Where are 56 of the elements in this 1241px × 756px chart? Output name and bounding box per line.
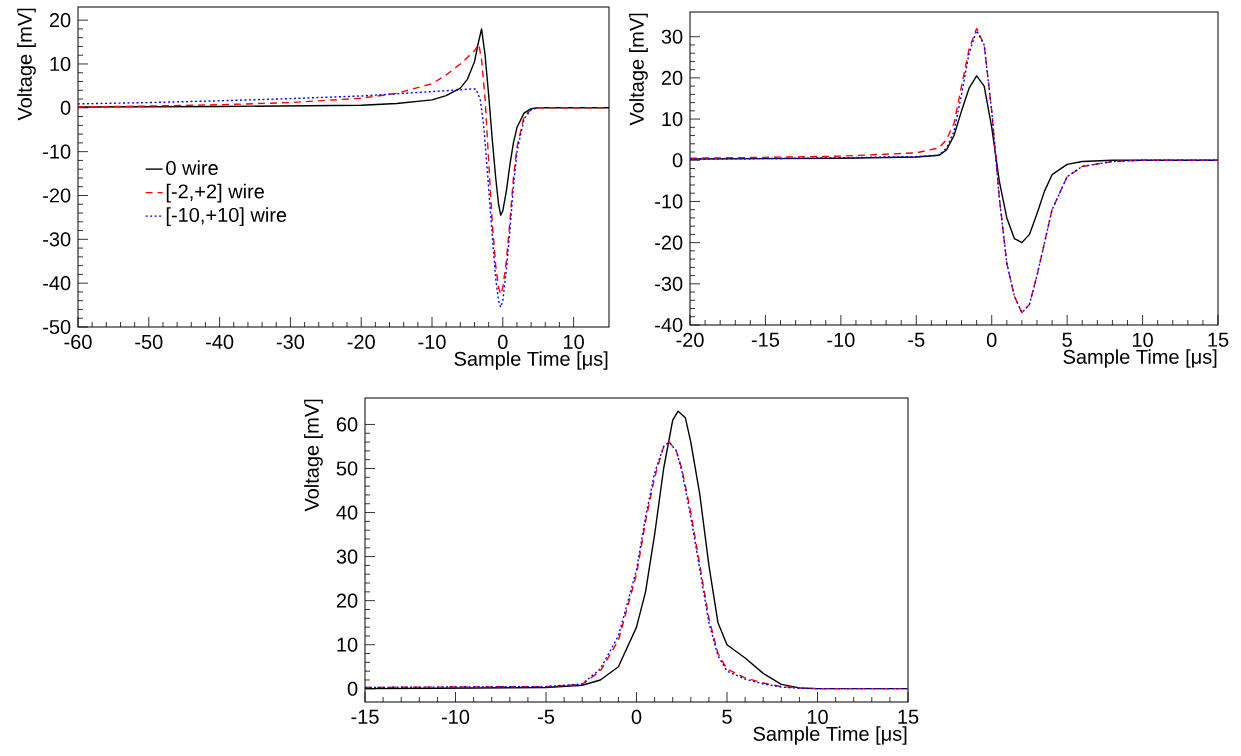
y-tick-label: 0: [347, 681, 358, 696]
y-tick-label: -40: [43, 276, 71, 291]
x-tick-label: -15: [751, 332, 780, 347]
y-axis-title: Voltage [mV]: [629, 13, 648, 126]
x-tick-label: 10: [564, 334, 584, 350]
y-tick-label: -20: [655, 235, 683, 250]
legend-label: 0 wire: [166, 160, 218, 176]
y-tick-label: 30: [661, 29, 683, 44]
y-tick-label: 60: [336, 417, 358, 432]
x-tick-label: -20: [347, 334, 375, 350]
y-axis-title: Voltage [mV]: [304, 399, 323, 512]
x-tick-label: -30: [276, 334, 305, 350]
y-tick-label: -50: [43, 319, 71, 335]
y-tick-label: 0: [672, 153, 683, 168]
x-tick-label: 15: [1208, 332, 1229, 347]
x-tick-label: 0: [498, 334, 508, 350]
x-tick-label: -50: [135, 334, 163, 350]
line-series: [78, 88, 539, 308]
y-tick-label: 10: [50, 56, 71, 72]
x-tick-label: -15: [351, 709, 379, 724]
y-tick-label: -30: [43, 232, 71, 247]
y-tick-label: 10: [662, 112, 683, 127]
y-tick-label: 20: [661, 70, 683, 85]
x-axis-title: Sample Time [μs]: [454, 351, 608, 370]
y-tick-label: 30: [336, 549, 358, 564]
x-tick-label: -10: [441, 709, 470, 725]
x-tick-label: 15: [898, 709, 919, 724]
x-tick-label: 10: [1132, 332, 1153, 348]
x-tick-label: -60: [64, 334, 92, 350]
y-tick-label: -10: [655, 194, 683, 209]
x-tick-label: -5: [538, 709, 555, 724]
x-tick-label: -10: [418, 334, 446, 350]
x-tick-label: 10: [807, 709, 828, 725]
x-tick-label: -20: [676, 332, 704, 348]
x-tick-label: -5: [908, 332, 925, 347]
y-tick-label: -20: [43, 188, 71, 203]
y-tick-label: -30: [655, 276, 683, 291]
x-axis-title: Sample Time [μs]: [753, 726, 907, 745]
y-tick-label: 0: [60, 100, 71, 115]
y-tick-label: 20: [49, 13, 71, 28]
legend-label: [-2,+2] wire: [166, 183, 264, 203]
x-tick-label: -40: [206, 334, 234, 350]
y-tick-label: -40: [655, 317, 683, 333]
x-tick-label: 0: [631, 709, 642, 725]
y-tick-label: 20: [336, 593, 358, 608]
y-axis-title: Voltage [mV]: [17, 8, 36, 121]
y-tick-label: 50: [336, 461, 358, 476]
x-axis-title: Sample Time [μs]: [1063, 349, 1217, 368]
x-tick-label: 5: [1062, 332, 1072, 347]
x-tick-label: -10: [827, 332, 855, 348]
y-tick-label: 10: [337, 637, 358, 652]
y-tick-label: 40: [336, 505, 358, 520]
x-tick-label: 5: [722, 709, 732, 724]
x-tick-label: 0: [986, 332, 997, 348]
y-tick-label: -10: [43, 144, 71, 159]
legend-label: [-10,+10] wire: [166, 207, 287, 226]
